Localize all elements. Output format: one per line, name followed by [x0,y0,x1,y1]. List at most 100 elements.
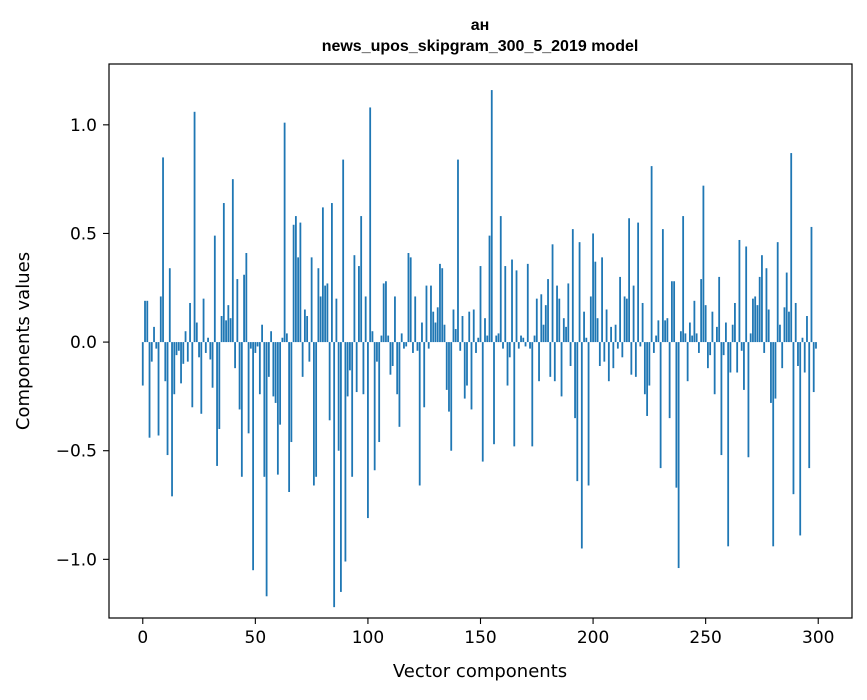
bar-177 [540,294,543,343]
bar-243 [688,322,691,343]
bar-269 [747,342,750,458]
bar-50 [254,342,257,353]
bar-272 [754,296,757,343]
bar-225 [648,342,651,386]
bar-153 [486,335,489,343]
bar-137 [450,342,453,451]
x-tick-label: 0 [137,628,148,648]
bar-30 [209,342,212,360]
bar-165 [513,342,516,447]
bar-149 [477,337,480,343]
bar-154 [488,235,491,343]
bar-82 [326,283,329,343]
bar-254 [713,342,716,395]
bar-141 [459,342,462,351]
bar-202 [596,318,599,343]
bar-84 [331,203,333,343]
bar-104 [376,342,378,362]
x-axis-label: Vector components [393,661,567,682]
bar-158 [497,333,500,343]
bar-184 [556,285,558,343]
bar-249 [702,185,705,343]
x-tick-label: 300 [802,628,834,648]
chart-title-line2: news_upos_skipgram_300_5_2019 model [322,38,639,55]
bar-203 [598,342,601,366]
bar-266 [740,342,743,351]
bar-90 [344,342,347,562]
bar-129 [432,311,435,343]
y-axis-ticks: −1.0 −0.5 0.0 0.5 1.0 [56,116,109,570]
bar-27 [202,298,205,343]
y-tick-label: −1.0 [56,550,97,570]
bar-176 [538,342,540,382]
bar-53 [261,324,263,343]
bar-197 [585,337,588,343]
bar-41 [234,342,236,369]
bar-6 [155,342,158,349]
bar-17 [180,342,182,384]
bar-241 [684,333,687,343]
bar-283 [779,324,781,343]
bar-188 [565,326,567,343]
bar-242 [686,342,689,382]
bar-140 [457,159,459,343]
bar-98 [362,342,365,395]
bar-190 [569,342,572,366]
bar-25 [198,342,200,358]
bar-135 [445,342,448,390]
bar-8 [159,296,162,343]
bar-59 [274,342,277,403]
bar-221 [639,342,642,347]
bar-109 [387,335,390,343]
bar-251 [707,342,709,369]
bar-292 [799,342,802,536]
bar-164 [511,259,513,343]
bar-26 [200,342,203,414]
bar-4 [150,342,153,362]
bar-124 [421,322,423,343]
bar-167 [517,342,520,349]
bar-237 [675,342,678,488]
bar-179 [544,305,547,343]
bar-285 [783,307,786,343]
bar-44 [240,342,243,477]
bar-168 [520,335,522,343]
bar-265 [738,239,741,343]
bar-14 [173,342,176,395]
bar-74 [308,342,311,362]
bar-115 [400,333,403,343]
bar-144 [466,342,468,386]
bar-106 [380,335,383,343]
bar-260 [727,342,730,547]
bar-157 [495,335,498,343]
bar-210 [614,324,617,343]
bar-130 [434,322,437,343]
bar-208 [610,326,612,343]
bar-280 [772,342,775,547]
bar-227 [652,342,655,353]
bar-271 [752,298,754,343]
bar-293 [801,337,804,343]
bar-172 [529,342,531,349]
bar-286 [785,272,788,343]
bar-273 [756,305,759,343]
bar-143 [463,342,466,399]
bar-213 [621,342,624,358]
bar-298 [812,342,815,393]
bar-32 [213,235,216,343]
bar-35 [220,316,223,343]
bar-277 [765,268,768,343]
bar-126 [425,285,428,343]
bar-278 [767,309,770,343]
bar-240 [682,216,685,343]
bar-19 [184,331,187,343]
bar-182 [551,244,554,343]
bar-15 [175,342,178,356]
bar-215 [625,298,628,343]
bar-267 [743,342,745,390]
bar-216 [628,218,630,343]
bar-259 [725,322,727,343]
bar-222 [641,302,644,343]
bar-65 [288,342,291,492]
